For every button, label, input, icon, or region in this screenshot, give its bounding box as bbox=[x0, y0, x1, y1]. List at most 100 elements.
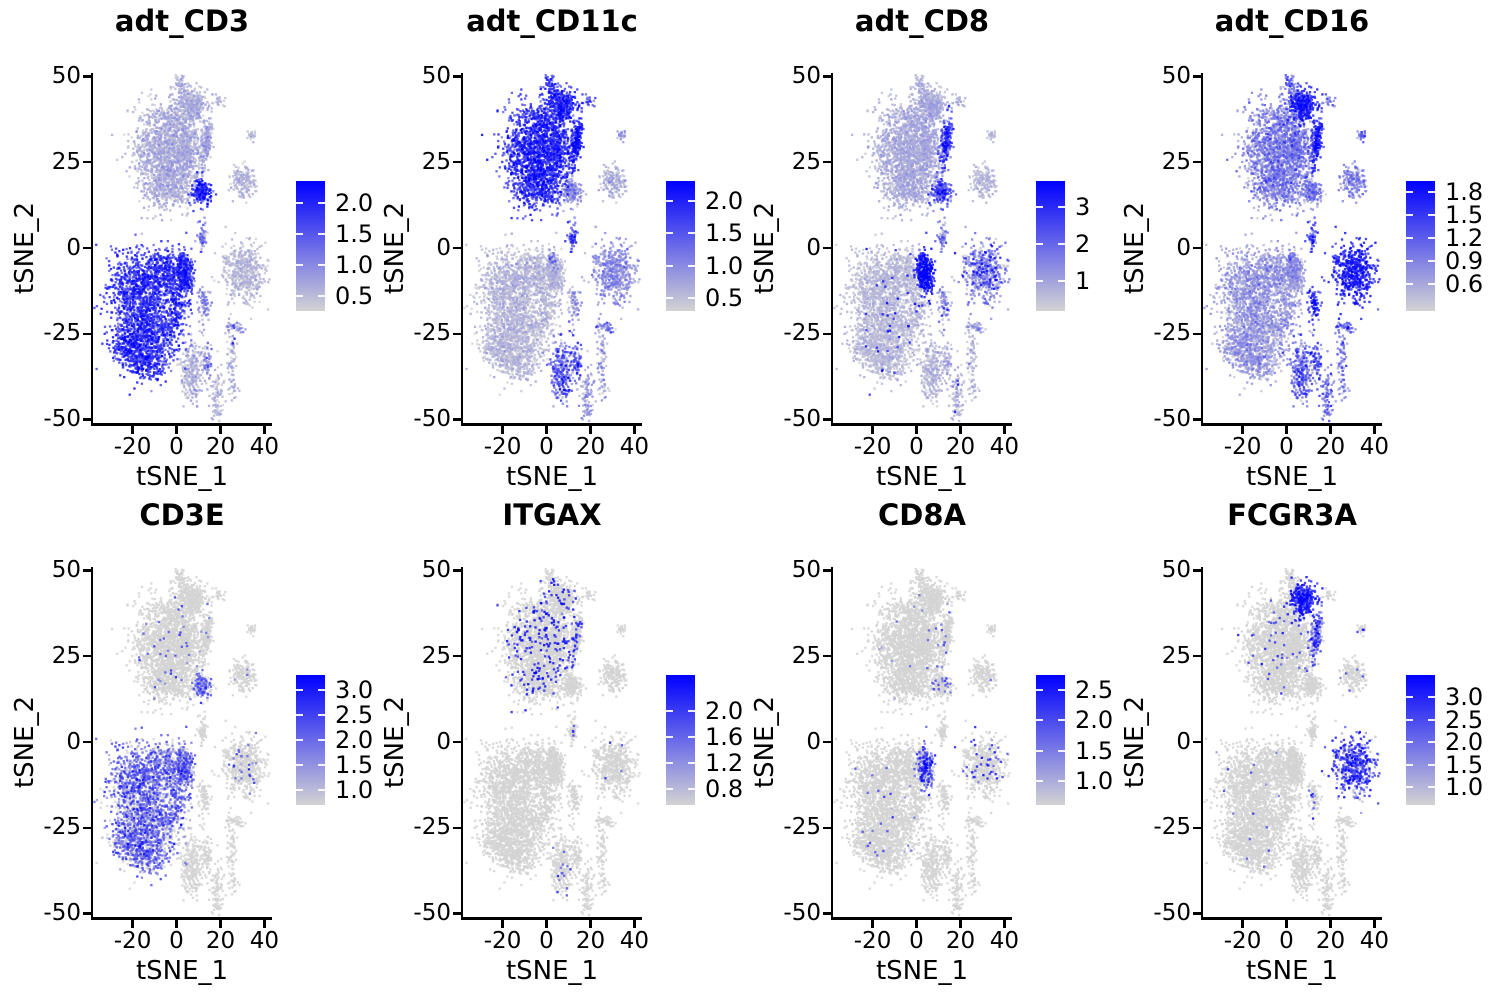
y-tick-label: -50 bbox=[413, 900, 451, 927]
y-tick-label: -25 bbox=[43, 320, 81, 347]
legend-tick-mark bbox=[318, 294, 325, 297]
x-tick-mark bbox=[633, 425, 636, 434]
y-tick-mark bbox=[83, 161, 91, 164]
tsne-scatter-canvas bbox=[1203, 567, 1381, 917]
x-tick-mark bbox=[1285, 919, 1288, 928]
y-tick-mark bbox=[1193, 655, 1201, 658]
legend-tick-mark bbox=[666, 232, 673, 234]
y-tick-mark bbox=[83, 332, 91, 335]
legend-tick-mark bbox=[1036, 243, 1043, 246]
legend-tick-mark bbox=[1406, 741, 1413, 744]
panel-title: adt_CD3 bbox=[114, 4, 250, 38]
x-axis-label: tSNE_1 bbox=[875, 956, 969, 986]
x-tick-label: 40 bbox=[249, 928, 280, 954]
legend-tick-mark bbox=[666, 787, 673, 790]
legend-tick-mark bbox=[296, 689, 303, 691]
legend-tick-mark bbox=[1058, 689, 1065, 692]
legend-tick-label: 1.5 bbox=[705, 219, 744, 247]
legend-tick-mark bbox=[1428, 786, 1435, 789]
tsne-scatter-canvas bbox=[1203, 73, 1381, 423]
x-tick-mark bbox=[589, 919, 592, 928]
tsne-scatter-canvas bbox=[463, 567, 641, 917]
legend-tick-mark bbox=[1058, 206, 1065, 208]
x-tick-mark bbox=[545, 919, 548, 928]
y-tick-mark bbox=[823, 418, 831, 421]
legend-tick-label: 2 bbox=[1075, 230, 1091, 259]
x-tick-mark bbox=[1003, 919, 1006, 928]
legend-tick-label: 3.0 bbox=[335, 676, 374, 704]
y-axis-spine bbox=[830, 567, 833, 920]
x-tick-mark bbox=[1329, 919, 1332, 928]
x-tick-mark bbox=[871, 425, 874, 434]
y-tick-mark bbox=[823, 75, 831, 78]
legend-tick-mark bbox=[296, 201, 303, 204]
legend-tick-label: 1.8 bbox=[1445, 178, 1484, 207]
x-tick-label: -20 bbox=[1223, 434, 1262, 460]
legend-tick-mark bbox=[318, 263, 325, 266]
legend-tick-label: 1.5 bbox=[1445, 201, 1484, 230]
y-tick-label: 25 bbox=[421, 642, 451, 669]
x-tick-mark bbox=[1329, 425, 1332, 434]
y-tick-label: 0 bbox=[1176, 234, 1191, 261]
x-tick-mark bbox=[263, 425, 266, 434]
y-tick-mark bbox=[83, 569, 91, 572]
x-tick-label: -20 bbox=[113, 928, 152, 954]
legend-tick-mark bbox=[1058, 749, 1065, 752]
legend-tick-label: 1.5 bbox=[1075, 736, 1114, 765]
colorbar-legend bbox=[1036, 675, 1065, 805]
y-tick-mark bbox=[1193, 569, 1201, 572]
y-tick-mark bbox=[453, 418, 461, 421]
legend-tick-mark bbox=[1406, 718, 1413, 721]
y-tick-mark bbox=[453, 569, 461, 572]
legend-tick-mark bbox=[688, 199, 695, 202]
legend-tick-mark bbox=[296, 714, 303, 716]
y-axis-spine bbox=[460, 73, 463, 426]
x-tick-mark bbox=[175, 919, 178, 928]
legend-tick-label: 1.0 bbox=[335, 776, 374, 804]
x-axis-spine bbox=[1200, 423, 1382, 426]
y-tick-mark bbox=[1193, 740, 1201, 744]
y-tick-label: -25 bbox=[43, 814, 81, 841]
x-axis-spine bbox=[830, 423, 1012, 426]
x-tick-mark bbox=[1285, 425, 1288, 434]
x-tick-label: 20 bbox=[575, 928, 606, 954]
y-tick-mark bbox=[823, 655, 831, 658]
legend-tick-mark bbox=[1428, 696, 1435, 699]
legend-tick-mark bbox=[1406, 763, 1413, 766]
legend-tick-label: 0.9 bbox=[1445, 247, 1484, 276]
y-tick-mark bbox=[453, 740, 461, 744]
y-tick-label: 25 bbox=[791, 642, 821, 669]
legend-tick-mark bbox=[1036, 779, 1043, 782]
legend-tick-mark bbox=[1058, 719, 1065, 722]
x-tick-mark bbox=[131, 919, 134, 928]
panel-title: adt_CD8 bbox=[854, 4, 990, 38]
tsne-scatter-canvas bbox=[833, 73, 1011, 423]
legend-tick-mark bbox=[1428, 741, 1435, 744]
y-tick-mark bbox=[823, 912, 831, 915]
x-axis-spine bbox=[830, 917, 1012, 920]
legend-tick-mark bbox=[318, 714, 325, 716]
x-axis-label: tSNE_1 bbox=[1245, 956, 1339, 986]
x-tick-label: -20 bbox=[113, 434, 152, 460]
x-axis-label: tSNE_1 bbox=[505, 462, 599, 492]
x-tick-mark bbox=[501, 919, 504, 928]
y-axis-spine bbox=[90, 73, 93, 426]
x-tick-label: 20 bbox=[1315, 434, 1346, 460]
y-tick-mark bbox=[823, 161, 831, 164]
y-tick-mark bbox=[453, 161, 461, 164]
legend-tick-mark bbox=[1036, 206, 1043, 208]
legend-tick-mark bbox=[1036, 749, 1043, 752]
x-tick-label: 0 bbox=[909, 434, 924, 460]
y-axis-spine bbox=[90, 567, 93, 920]
y-tick-label: -25 bbox=[783, 814, 821, 841]
x-axis-label: tSNE_1 bbox=[505, 956, 599, 986]
x-tick-label: 40 bbox=[619, 434, 650, 460]
legend-tick-mark bbox=[688, 297, 695, 299]
y-tick-label: -50 bbox=[413, 406, 451, 433]
legend-tick-mark bbox=[1428, 237, 1435, 240]
x-tick-label: 0 bbox=[539, 434, 554, 460]
y-tick-label: 0 bbox=[66, 234, 81, 261]
legend-tick-mark bbox=[1058, 280, 1065, 283]
x-axis-label: tSNE_1 bbox=[1245, 462, 1339, 492]
x-tick-label: -20 bbox=[1223, 928, 1262, 954]
